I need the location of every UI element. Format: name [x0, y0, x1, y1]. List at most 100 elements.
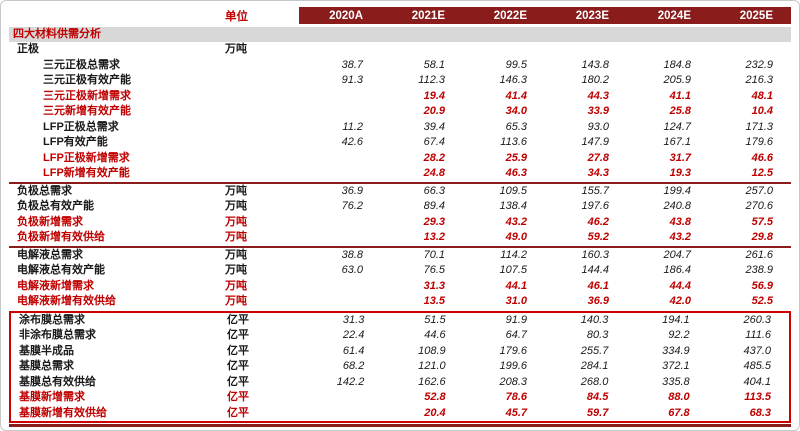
header-year-2023e: 2023E: [545, 7, 627, 24]
row-value: 146.3: [499, 74, 527, 86]
row-label: 负极总需求: [17, 184, 72, 197]
row-value: 45.7: [505, 406, 527, 419]
header-year-2021e: 2021E: [381, 7, 463, 24]
row-value: 284.1: [580, 360, 609, 372]
row-label: 三元正极总需求: [43, 58, 120, 71]
row-value: 216.3: [745, 74, 773, 86]
row-value: 51.5: [424, 313, 446, 326]
row-value: 46.6: [751, 151, 773, 164]
header-year-2025e: 2025E: [709, 7, 791, 24]
table-row: 电解液总有效产能 万吨 63.0 76.5 107.5 144.4 186.4 238.9: [9, 263, 791, 279]
row-value: 261.6: [745, 248, 773, 261]
row-value: 42.6: [341, 136, 363, 148]
row-value: 58.1: [423, 58, 445, 71]
row-value: 238.9: [745, 264, 773, 276]
row-unit: 亿平: [227, 344, 249, 357]
row-label: 三元正极新增需求: [43, 89, 131, 102]
table-row: 负极总需求 万吨 36.9 66.3 109.5 155.7 199.4 257.0: [9, 184, 791, 200]
row-value: 36.9: [587, 295, 609, 307]
table-row: 基膜总有效供给 亿平 142.2 162.6 208.3 268.0 335.8 404.1: [11, 375, 789, 391]
row-value: 162.6: [418, 375, 446, 388]
row-value: 44.3: [587, 89, 609, 102]
row-value: 197.6: [581, 200, 609, 212]
row-value: 46.1: [587, 279, 609, 292]
row-value: 64.7: [505, 329, 527, 341]
row-value: 46.3: [505, 167, 527, 179]
row-value: 112.3: [418, 74, 445, 86]
row-value: 67.4: [423, 136, 445, 148]
table-row: 负极总有效产能 万吨 76.2 89.4 138.4 197.6 240.8 270.6: [9, 199, 791, 215]
row-value: 36.9: [341, 184, 363, 197]
row-value: 91.3: [341, 74, 363, 86]
row-value: 179.6: [745, 136, 773, 148]
row-label: 基膜总有效供给: [19, 375, 96, 388]
row-value: 13.2: [423, 231, 445, 243]
row-label: 电解液总有效产能: [17, 264, 105, 276]
row-value: 208.3: [499, 375, 527, 388]
header-year-2022e: 2022E: [463, 7, 545, 24]
row-value: 144.4: [581, 264, 609, 276]
row-unit: 万吨: [225, 231, 247, 243]
table-body: 正极 万吨 三元正极总需求 38.7 58.1 99.5 143.8 184.8 232.9 三元…: [9, 42, 791, 423]
row-value: 61.4: [342, 344, 365, 357]
row-value: 404.1: [743, 375, 771, 388]
row-value: 372.1: [662, 360, 690, 372]
row-value: 260.3: [743, 313, 771, 326]
row-value: 121.0: [418, 360, 446, 372]
header-corner-spacer: [9, 7, 219, 24]
row-value: 28.2: [423, 151, 445, 164]
row-unit: 亿平: [227, 375, 249, 388]
row-value: 147.9: [581, 136, 609, 148]
row-value: 11.2: [342, 120, 363, 133]
row-value: 138.4: [499, 200, 527, 212]
row-value: 44.6: [424, 329, 446, 341]
row-value: 65.3: [505, 120, 527, 133]
row-value: 44.1: [505, 279, 527, 292]
row-value: 20.9: [423, 105, 445, 117]
row-value: 255.7: [580, 344, 609, 357]
table-row: LFP新增有效产能 24.8 46.3 34.3 19.3 12.5: [9, 166, 791, 182]
row-value: 93.0: [587, 120, 609, 133]
row-label: 涂布膜总需求: [19, 313, 85, 326]
row-value: 184.8: [663, 58, 691, 71]
row-value: 10.4: [751, 105, 773, 117]
table-row: 基膜新增有效供给 亿平 20.4 45.7 59.7 67.8 68.3: [11, 406, 789, 422]
row-unit: 万吨: [225, 200, 247, 212]
row-value: 31.3: [423, 279, 445, 292]
row-value: 31.3: [342, 313, 365, 326]
table-row: 三元正极新增需求 19.4 41.4 44.3 41.1 48.1: [9, 89, 791, 105]
row-label: 基膜新增需求: [19, 391, 85, 403]
row-value: 89.4: [423, 200, 445, 212]
row-value: 56.9: [751, 279, 773, 292]
row-label: 电解液总需求: [17, 248, 83, 261]
row-value: 80.3: [586, 329, 609, 341]
row-label: 非涂布膜总需求: [19, 329, 96, 341]
row-value: 114.2: [500, 248, 527, 261]
header-unit-label: 单位: [225, 10, 248, 23]
row-value: 27.8: [587, 151, 609, 164]
row-label: 电解液新增有效供给: [17, 295, 116, 307]
row-value: 25.8: [669, 105, 691, 117]
row-value: 38.8: [341, 248, 363, 261]
row-value: 140.3: [580, 313, 609, 326]
bottom-rule: [9, 424, 791, 427]
row-label: 负极新增有效供给: [17, 231, 105, 243]
row-value: 38.7: [341, 58, 363, 71]
row-label: 三元新增有效产能: [43, 105, 131, 117]
row-unit: 万吨: [225, 295, 247, 307]
row-value: 107.5: [499, 264, 527, 276]
row-value: 78.6: [505, 391, 527, 403]
row-value: 19.4: [423, 89, 445, 102]
table-row: LFP有效产能 42.6 67.4 113.6 147.9 167.1 179.6: [9, 135, 791, 151]
row-label: 正极: [17, 43, 39, 55]
row-unit: 亿平: [227, 391, 249, 403]
row-unit: 万吨: [225, 215, 247, 228]
row-value: 91.9: [505, 313, 527, 326]
row-value: 59.2: [587, 231, 609, 243]
row-value: 41.4: [505, 89, 527, 102]
row-value: 109.5: [499, 184, 527, 197]
row-value: 194.1: [662, 313, 690, 326]
row-value: 70.1: [423, 248, 445, 261]
row-value: 49.0: [505, 231, 527, 243]
